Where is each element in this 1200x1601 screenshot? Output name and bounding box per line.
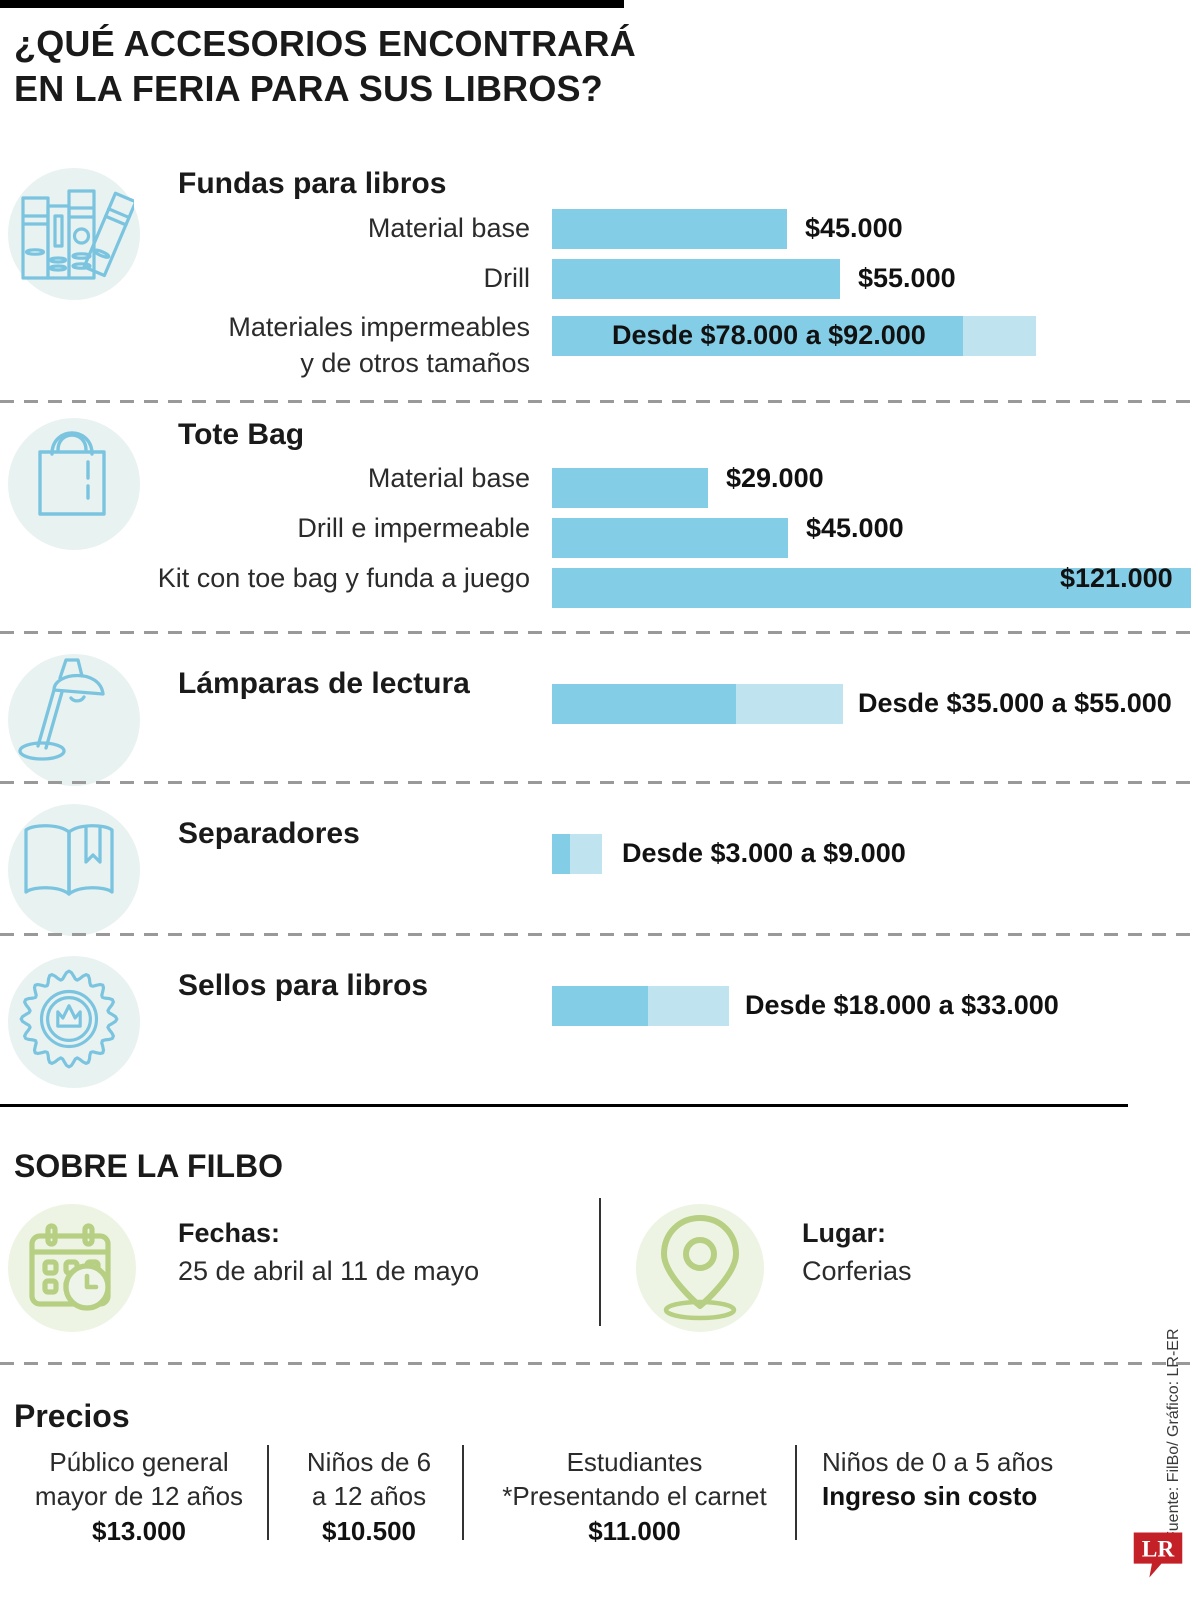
svg-text:LR: LR [1142, 1537, 1176, 1563]
